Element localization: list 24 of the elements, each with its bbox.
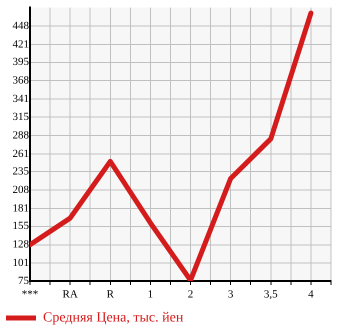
y-tick-label: 421 bbox=[12, 38, 29, 50]
x-tick-label: 3 bbox=[228, 288, 234, 300]
y-tick-label: 315 bbox=[12, 110, 30, 123]
x-tick-label: 2 bbox=[188, 288, 194, 300]
y-tick-label: 235 bbox=[12, 166, 30, 178]
y-tick-label: 128 bbox=[12, 238, 30, 251]
y-tick-label: 368 bbox=[12, 74, 30, 87]
x-tick-label: 1 bbox=[148, 288, 154, 300]
x-tick-label: 4 bbox=[308, 288, 314, 300]
y-tick-label: 101 bbox=[12, 257, 29, 270]
y-tick-label: 288 bbox=[12, 129, 30, 142]
x-tick-label: 3,5 bbox=[264, 288, 278, 300]
y-tick-label: 181 bbox=[12, 202, 29, 214]
y-tick-label: 448 bbox=[12, 20, 30, 32]
y-tick-label: 395 bbox=[12, 56, 30, 68]
legend-label: Средняя Цена, тыс. йен bbox=[43, 310, 184, 326]
y-tick-label: 341 bbox=[12, 93, 29, 106]
y-tick-label: 208 bbox=[12, 184, 30, 196]
x-tick-label: *** bbox=[22, 288, 38, 300]
x-tick-label: RA bbox=[62, 288, 78, 300]
y-tick-label: 75 bbox=[18, 274, 30, 287]
y-tick-label: 155 bbox=[12, 220, 30, 232]
x-tick-label: R bbox=[106, 288, 115, 300]
y-tick-label: 261 bbox=[12, 148, 29, 160]
